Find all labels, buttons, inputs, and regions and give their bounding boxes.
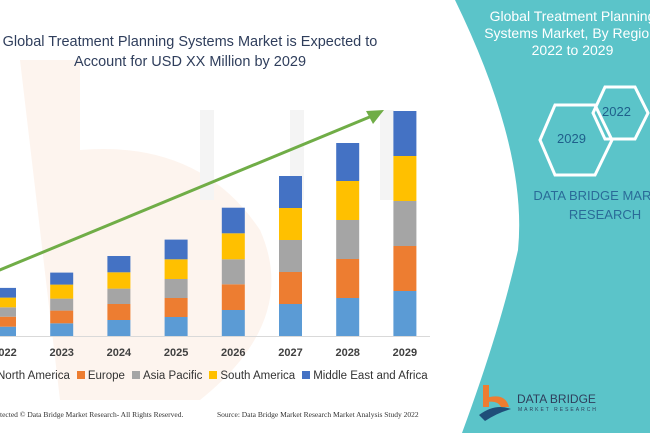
bar-2022-north-america <box>0 326 16 336</box>
hex-label-2029: 2029 <box>557 131 586 146</box>
bar-2023-europe <box>50 310 74 324</box>
bar-2027-asia-pacific <box>279 240 302 272</box>
bar-2024-middle-east-and-africa <box>107 256 131 273</box>
x-tick-label: 2025 <box>164 347 188 359</box>
x-tick-label: 2027 <box>278 347 302 359</box>
legend: North America Europe Asia Pacific South Ame… <box>0 370 435 382</box>
panel-title: Global Treatment Planning Systems Market… <box>460 8 650 59</box>
bar-2027-middle-east-and-africa <box>279 176 302 208</box>
legend-marker <box>131 371 140 379</box>
legend-marker <box>209 371 218 379</box>
bar-2023-asia-pacific <box>50 298 74 311</box>
bar-2026-south-america <box>221 233 245 260</box>
brand-line-1: DATA BRIDGE MARKET <box>533 188 650 203</box>
bar-2024-south-america <box>107 272 131 289</box>
bar-2025-asia-pacific <box>164 279 188 298</box>
legend-item: Europe <box>76 370 125 382</box>
bar-2028-middle-east-and-africa <box>336 143 360 181</box>
bar-2022-asia-pacific <box>0 307 16 317</box>
bar-2029-europe <box>393 246 417 291</box>
trend-arrowhead <box>366 110 384 124</box>
x-tick-label: 2026 <box>221 347 245 359</box>
panel-title-line-3: 2022 to 2029 <box>531 42 614 58</box>
hex-2029 <box>538 103 614 177</box>
logo-text: DATA BRIDGE <box>517 392 596 406</box>
bar-2025-south-america <box>164 259 188 279</box>
bar-2022-south-america <box>0 297 16 308</box>
x-tick-label: 2029 <box>393 347 417 359</box>
legend-marker <box>302 371 311 379</box>
legend-item: North America <box>0 370 70 382</box>
title-line-1: Global Treatment Planning Systems Market… <box>2 34 378 50</box>
legend-label: Asia Pacific <box>142 370 203 382</box>
hex-2022 <box>591 85 650 141</box>
panel-title-line-1: Global Treatment Planning <box>489 8 650 24</box>
chart-title: Global Treatment Planning Systems Market… <box>0 32 390 72</box>
brand-line-2: RESEARCH <box>568 207 642 222</box>
logo-subtext: MARKET RESEARCH <box>518 407 598 413</box>
bar-2022-europe <box>0 316 16 327</box>
bar-2029-middle-east-and-africa <box>393 111 417 156</box>
x-tick-label: 2023 <box>49 347 73 359</box>
legend-item: Asia Pacific <box>131 370 203 382</box>
bar-2024-europe <box>107 304 131 320</box>
bar-2025-middle-east-and-africa <box>164 239 188 260</box>
bar-2026-europe <box>221 284 245 310</box>
bar-2028-asia-pacific <box>336 220 360 259</box>
bar-2025-north-america <box>164 317 188 336</box>
bar-2026-asia-pacific <box>221 259 245 285</box>
bar-2027-europe <box>279 272 302 304</box>
bar-2028-south-america <box>336 181 360 220</box>
bar-2029-north-america <box>393 291 417 336</box>
bar-2026-north-america <box>221 310 245 336</box>
bar-2028-europe <box>336 259 360 298</box>
legend-label: Middle East and Africa <box>313 370 428 382</box>
legend-label: Europe <box>87 370 125 382</box>
bar-2028-north-america <box>336 298 360 336</box>
data-bridge-logo-icon <box>479 385 511 421</box>
legend-item: Middle East and Africa <box>302 370 428 382</box>
brand-text: DATA BRIDGE MARKET RESEARCH <box>530 186 650 224</box>
bar-2023-middle-east-and-africa <box>50 272 74 285</box>
x-tick-label: 2024 <box>107 347 132 359</box>
legend-item: South America <box>209 370 295 382</box>
bar-2027-south-america <box>279 208 302 240</box>
bar-2029-asia-pacific <box>393 201 417 246</box>
title-line-2: Account for USD XX Million by 2029 <box>73 54 307 70</box>
source-text: Source: Data Bridge Market Research Mark… <box>217 410 419 419</box>
bar-2024-north-america <box>107 320 131 336</box>
bar-2027-north-america <box>279 304 302 336</box>
legend-label: North America <box>0 370 70 382</box>
bar-2023-south-america <box>50 284 74 299</box>
legend-label: South America <box>220 370 296 382</box>
bar-2023-north-america <box>50 323 74 336</box>
trend-arrow <box>0 114 373 272</box>
x-tick-label: 2028 <box>335 347 359 359</box>
bar-2022-middle-east-and-africa <box>0 287 16 298</box>
bar-2025-europe <box>164 298 188 317</box>
hex-label-2022: 2022 <box>602 104 631 119</box>
panel-title-line-2: Systems Market, By Region, <box>484 25 650 41</box>
stacked-bar-chart: 2022 2023 2024 2025 2026 2027 2028 2029 <box>0 110 430 359</box>
copyright-text: tected © Data Bridge Market Research- Al… <box>0 410 184 419</box>
bar-2029-south-america <box>393 156 417 201</box>
bar-2024-asia-pacific <box>107 288 131 304</box>
legend-marker <box>76 371 85 379</box>
x-tick-label: 2022 <box>0 347 17 359</box>
bar-2026-middle-east-and-africa <box>221 207 245 234</box>
